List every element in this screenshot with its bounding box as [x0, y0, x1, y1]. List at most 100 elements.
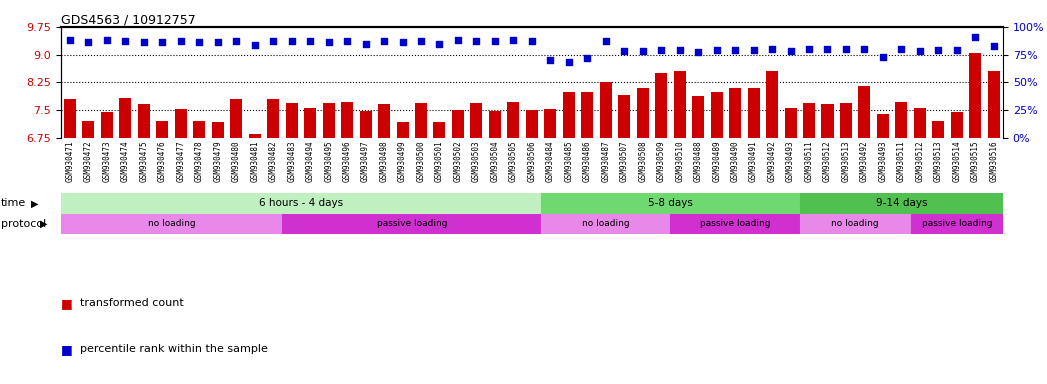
Point [967, 34, 984, 40]
Text: passive loading: passive loading [921, 219, 993, 228]
Text: GSM930481: GSM930481 [250, 141, 260, 182]
Bar [433, 122, 446, 138]
Text: GSM930512: GSM930512 [915, 141, 925, 182]
Bar [489, 111, 500, 138]
Point [62, 37, 79, 43]
Bar [175, 109, 186, 138]
Text: GSM930491: GSM930491 [749, 141, 758, 182]
Bar [670, 214, 800, 234]
Text: GSM930500: GSM930500 [417, 141, 425, 182]
Bar [563, 91, 575, 138]
Text: GSM930513: GSM930513 [934, 141, 943, 182]
Text: GSM930499: GSM930499 [398, 141, 407, 182]
Text: ▶: ▶ [31, 199, 39, 209]
Bar [61, 193, 541, 214]
Text: passive loading: passive loading [377, 219, 447, 228]
Bar [415, 103, 427, 138]
Bar [766, 71, 778, 138]
Text: GSM930472: GSM930472 [84, 141, 93, 182]
Bar [987, 71, 1000, 138]
Bar [692, 96, 705, 138]
Point [413, 38, 429, 45]
Point [246, 41, 263, 48]
Point [893, 46, 910, 52]
Text: GSM930492: GSM930492 [767, 141, 777, 182]
Bar [637, 88, 649, 138]
Bar [230, 99, 242, 138]
Text: GSM930480: GSM930480 [231, 141, 241, 182]
Bar [822, 104, 833, 138]
Bar [101, 112, 113, 138]
Text: GSM930492: GSM930492 [860, 141, 869, 182]
Text: 6 hours - 4 days: 6 hours - 4 days [259, 199, 343, 209]
Point [838, 46, 854, 52]
Bar [895, 102, 908, 138]
Text: GSM930475: GSM930475 [139, 141, 149, 182]
Point [376, 38, 393, 45]
Text: GSM930509: GSM930509 [656, 141, 666, 182]
Text: GSM930487: GSM930487 [601, 141, 610, 182]
Bar [359, 111, 372, 138]
Point [616, 48, 632, 54]
Bar [711, 91, 722, 138]
Text: GSM930479: GSM930479 [214, 141, 222, 182]
Point [745, 47, 762, 53]
Text: GSM930490: GSM930490 [731, 141, 739, 182]
Text: GSM930496: GSM930496 [342, 141, 352, 182]
Point [173, 38, 190, 45]
Text: GDS4563 / 10912757: GDS4563 / 10912757 [61, 14, 196, 27]
Text: GSM930515: GSM930515 [971, 141, 980, 182]
Point [302, 38, 318, 45]
Point [468, 38, 485, 45]
Point [524, 38, 540, 45]
Point [727, 47, 743, 53]
Text: no loading: no loading [582, 219, 629, 228]
Text: GSM930478: GSM930478 [195, 141, 204, 182]
Point [542, 57, 559, 63]
Text: GSM930486: GSM930486 [583, 141, 592, 182]
Bar [800, 193, 1003, 214]
Point [819, 46, 836, 52]
Point [339, 38, 356, 45]
Bar [970, 53, 981, 138]
Text: GSM930495: GSM930495 [325, 141, 333, 182]
Text: protocol: protocol [1, 219, 46, 229]
Bar [194, 121, 205, 138]
Bar [286, 103, 297, 138]
Bar [541, 214, 670, 234]
Text: GSM930484: GSM930484 [545, 141, 555, 182]
Point [505, 37, 521, 43]
Point [763, 46, 780, 52]
Text: ■: ■ [61, 343, 72, 356]
Point [394, 39, 410, 45]
Text: GSM930489: GSM930489 [712, 141, 721, 182]
Text: GSM930498: GSM930498 [380, 141, 388, 182]
Bar [304, 108, 316, 138]
Text: GSM930471: GSM930471 [66, 141, 74, 182]
Point [985, 43, 1002, 49]
Bar [138, 104, 150, 138]
Point [560, 59, 577, 65]
Bar [673, 71, 686, 138]
Bar [655, 73, 667, 138]
Bar [283, 214, 541, 234]
Text: GSM930493: GSM930493 [786, 141, 795, 182]
Bar [618, 95, 630, 138]
Point [579, 55, 596, 61]
Point [487, 38, 504, 45]
Bar [803, 103, 815, 138]
Point [874, 54, 891, 60]
Text: GSM930473: GSM930473 [103, 141, 111, 182]
Bar [932, 121, 944, 138]
Bar [951, 112, 963, 138]
Point [930, 47, 946, 53]
Bar [541, 193, 800, 214]
Bar [840, 103, 852, 138]
Text: 5-8 days: 5-8 days [648, 199, 693, 209]
Text: GSM930508: GSM930508 [639, 141, 647, 182]
Bar [729, 88, 741, 138]
Text: GSM930512: GSM930512 [823, 141, 832, 182]
Text: GSM930477: GSM930477 [176, 141, 185, 182]
Bar [914, 108, 926, 138]
Bar [581, 91, 594, 138]
